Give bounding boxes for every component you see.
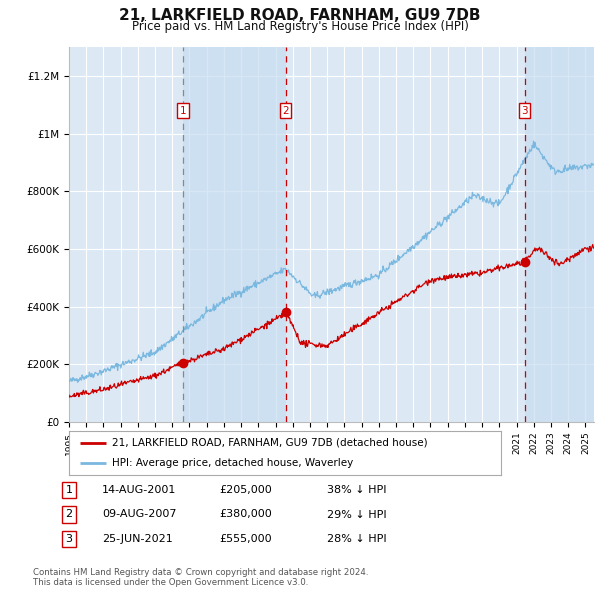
Text: £555,000: £555,000: [219, 535, 272, 544]
Text: 25-JUN-2021: 25-JUN-2021: [102, 535, 173, 544]
Text: £205,000: £205,000: [219, 485, 272, 494]
Text: 09-AUG-2007: 09-AUG-2007: [102, 510, 176, 519]
Text: 14-AUG-2001: 14-AUG-2001: [102, 485, 176, 494]
Text: 21, LARKFIELD ROAD, FARNHAM, GU9 7DB (detached house): 21, LARKFIELD ROAD, FARNHAM, GU9 7DB (de…: [112, 438, 428, 448]
Text: 28% ↓ HPI: 28% ↓ HPI: [327, 535, 386, 544]
Text: 38% ↓ HPI: 38% ↓ HPI: [327, 485, 386, 494]
Text: Price paid vs. HM Land Registry's House Price Index (HPI): Price paid vs. HM Land Registry's House …: [131, 20, 469, 33]
Text: 21, LARKFIELD ROAD, FARNHAM, GU9 7DB: 21, LARKFIELD ROAD, FARNHAM, GU9 7DB: [119, 8, 481, 22]
Text: 3: 3: [521, 106, 528, 116]
Text: 2: 2: [65, 510, 73, 519]
Text: Contains HM Land Registry data © Crown copyright and database right 2024.
This d: Contains HM Land Registry data © Crown c…: [33, 568, 368, 587]
Text: 1: 1: [179, 106, 186, 116]
Text: £380,000: £380,000: [219, 510, 272, 519]
Bar: [525, 47, 594, 422]
Text: 29% ↓ HPI: 29% ↓ HPI: [327, 510, 386, 519]
Bar: [183, 47, 286, 422]
Text: 1: 1: [65, 485, 73, 494]
Text: HPI: Average price, detached house, Waverley: HPI: Average price, detached house, Wave…: [112, 458, 353, 468]
Text: 2: 2: [283, 106, 289, 116]
Text: 3: 3: [65, 535, 73, 544]
